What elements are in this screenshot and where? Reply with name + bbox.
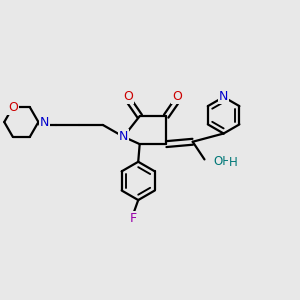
- Text: N: N: [40, 116, 49, 128]
- Text: OH: OH: [213, 155, 231, 168]
- Text: O: O: [8, 101, 18, 114]
- Text: F: F: [130, 212, 137, 225]
- Text: O: O: [172, 90, 182, 103]
- Text: O: O: [124, 90, 134, 103]
- Text: N: N: [219, 91, 228, 103]
- Text: N: N: [119, 130, 128, 143]
- Text: H: H: [229, 156, 237, 169]
